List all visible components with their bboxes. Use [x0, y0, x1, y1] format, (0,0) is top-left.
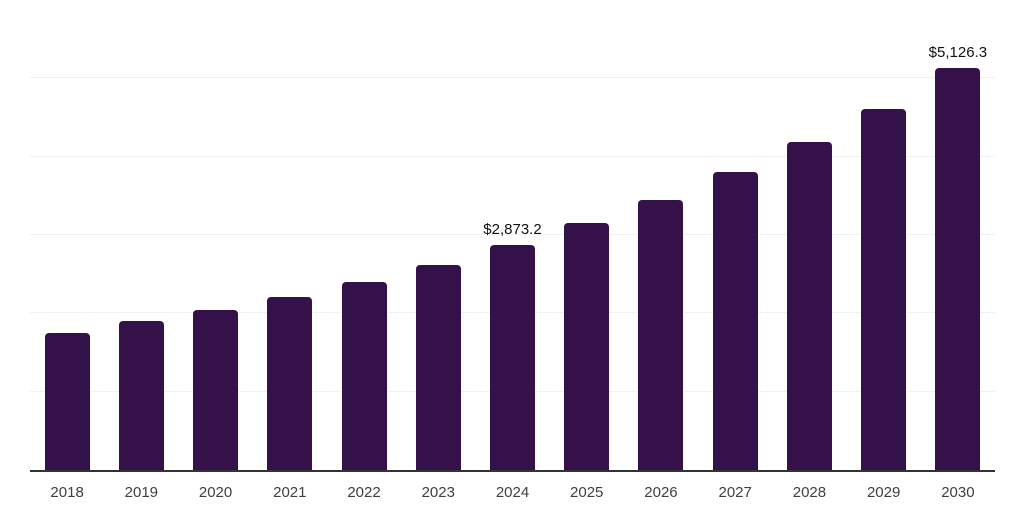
bar-2028[interactable] — [786, 141, 832, 470]
x-tick-2029: 2029 — [866, 484, 901, 501]
plot-area: $2,873.2 $5,126.3 — [30, 0, 995, 472]
bar-2024[interactable] — [490, 244, 535, 470]
data-label-2024: $2,873.2 — [483, 220, 542, 238]
gridline-5000 — [30, 77, 995, 79]
gridline-4000 — [30, 155, 995, 157]
bar-2026[interactable] — [638, 199, 684, 470]
data-label-2030: $5,126.3 — [928, 44, 988, 62]
x-tick-2026: 2026 — [644, 484, 678, 501]
bar-2025[interactable] — [564, 222, 610, 470]
x-tick-2019: 2019 — [124, 484, 159, 501]
x-tick-2018: 2018 — [50, 484, 84, 501]
bar-2019[interactable] — [118, 320, 164, 470]
x-axis: 2018 2019 2020 2021 2022 2023 2024 2025 2026 2027… — [30, 472, 995, 512]
x-tick-2027: 2027 — [718, 484, 752, 501]
bar-2022[interactable] — [341, 282, 387, 470]
bar-2020[interactable] — [193, 309, 239, 470]
bar-2030[interactable] — [935, 68, 981, 470]
bar-2021[interactable] — [267, 296, 313, 470]
bar-2023[interactable] — [415, 264, 461, 470]
x-tick-2021: 2021 — [273, 484, 307, 501]
x-tick-2023: 2023 — [421, 484, 455, 501]
x-tick-2024: 2024 — [495, 484, 530, 501]
x-tick-2020: 2020 — [198, 484, 233, 501]
x-tick-2025: 2025 — [570, 484, 604, 501]
bar-2018[interactable] — [44, 332, 90, 470]
bar-2027[interactable] — [712, 171, 758, 470]
x-tick-2030: 2030 — [941, 484, 975, 501]
bar-2029[interactable] — [861, 108, 907, 470]
x-tick-2028: 2028 — [792, 484, 827, 501]
x-tick-2022: 2022 — [347, 484, 381, 501]
gridline-3000 — [30, 234, 995, 235]
